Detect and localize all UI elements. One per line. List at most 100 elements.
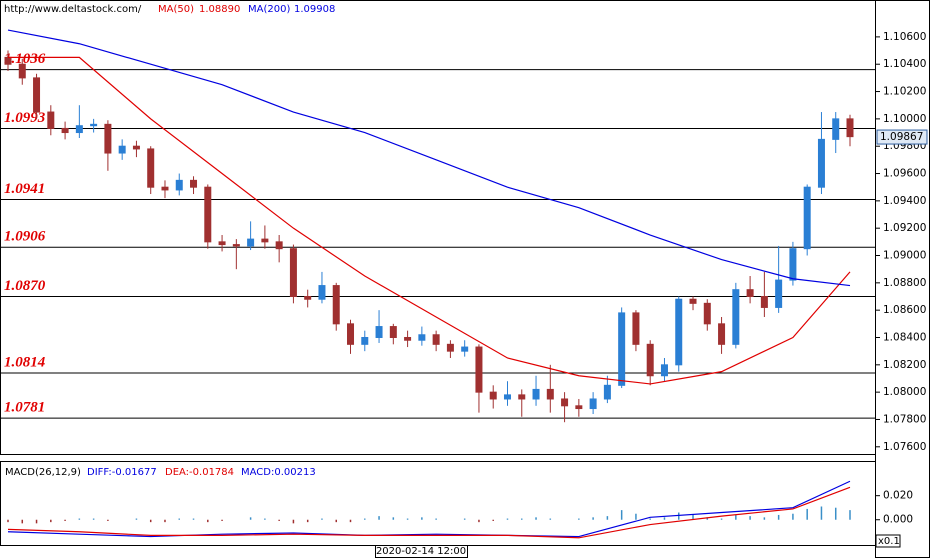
candle-body	[503, 394, 511, 400]
candle-body	[561, 398, 569, 407]
y-tick-label: 1.10000	[883, 113, 926, 125]
level-label: 1.1036	[4, 51, 46, 67]
candle-body	[132, 145, 140, 150]
candle-body	[47, 111, 55, 129]
candle-body	[718, 323, 726, 345]
y-tick-label: 1.09400	[883, 195, 926, 207]
candle-body	[304, 296, 312, 300]
candle-body	[289, 248, 297, 298]
candle-body	[646, 343, 654, 377]
macd-line	[7, 480, 851, 538]
candle-body	[4, 56, 12, 65]
macd-line	[7, 486, 851, 539]
level-label: 1.0870	[4, 278, 46, 294]
candle-body	[161, 186, 169, 191]
candle-body	[318, 285, 326, 300]
candle-body	[832, 118, 840, 140]
legend-dea: DEA:-0.01784	[165, 467, 234, 478]
level-label: 1.0781	[4, 400, 45, 416]
y-tick-label: 0.020	[883, 490, 913, 502]
source: http://www.deltastock.com/	[4, 4, 142, 15]
y-tick-label: 1.08400	[883, 331, 926, 343]
candle-body	[261, 238, 269, 243]
ma-line	[8, 56, 851, 385]
candle-body	[703, 302, 711, 325]
y-tick-label: 1.09000	[883, 250, 926, 262]
legend-ma50: MA(50)	[158, 4, 194, 15]
candle-body	[275, 241, 283, 250]
y-tick-label: 1.08600	[883, 304, 926, 316]
level-label: 1.0906	[4, 229, 46, 245]
candle-body	[190, 179, 198, 188]
candle-body	[247, 238, 255, 247]
candle-body	[361, 336, 369, 345]
candle-body	[803, 186, 811, 250]
candle-body	[104, 123, 112, 154]
candle-body	[746, 289, 754, 298]
candle-body	[760, 296, 768, 308]
current-price-label: 1.09867	[880, 131, 923, 143]
candle-body	[332, 285, 340, 325]
candle-body	[432, 334, 440, 345]
y-tick-label: 1.07800	[883, 413, 926, 425]
y-tick-label: 1.07600	[883, 441, 926, 453]
candle-body	[789, 248, 797, 281]
y-tick-label: 1.08800	[883, 277, 926, 289]
candle-body	[489, 391, 497, 400]
legend-macd: MACD:0.00213	[241, 467, 316, 478]
candle-body	[518, 394, 526, 400]
candle-body	[603, 384, 611, 400]
y-tick-label: 1.10200	[883, 86, 926, 98]
candle-body	[389, 326, 397, 338]
candle-body	[817, 138, 825, 188]
candle-body	[846, 118, 854, 138]
legend-diff: DIFF:-0.01677	[87, 467, 157, 478]
candle-body	[660, 364, 668, 377]
y-tick-label: 1.10600	[883, 31, 926, 43]
candle-body	[204, 186, 212, 243]
y-tick-label: 1.08200	[883, 359, 926, 371]
scale-label: x0.1	[878, 536, 900, 547]
candle-body	[589, 398, 597, 410]
legend-ma50-value: 1.08890	[199, 4, 240, 15]
candle-body	[632, 312, 640, 345]
candle-body	[775, 279, 783, 308]
legend-ma200-value: 1.09908	[294, 4, 335, 15]
y-tick-label: 1.08000	[883, 386, 926, 398]
candle-body	[675, 298, 683, 366]
candle-body	[347, 323, 355, 345]
price-pane	[0, 0, 876, 455]
candle-body	[375, 326, 383, 338]
legend-ma200: MA(200)	[248, 4, 290, 15]
candle-body	[118, 145, 126, 154]
level-label: 1.0993	[4, 110, 46, 126]
macd-title: MACD(26,12,9)	[5, 467, 81, 478]
candle-body	[546, 388, 554, 400]
candle-body	[175, 179, 183, 191]
y-tick-label: 1.09200	[883, 222, 926, 234]
candle-body	[418, 334, 426, 341]
candle-body	[90, 123, 98, 127]
y-tick-label: 0.000	[883, 514, 913, 526]
candle-body	[147, 148, 155, 188]
current-price-box	[876, 129, 928, 145]
y-tick-label: 1.10400	[883, 58, 926, 70]
level-label: 1.0814	[4, 354, 46, 370]
candle-body	[446, 343, 454, 352]
candle-body	[575, 405, 583, 410]
candle-body	[732, 289, 740, 345]
macd-pane	[0, 461, 876, 546]
candle-body	[475, 346, 483, 393]
candle-body	[232, 244, 240, 247]
level-label: 1.0941	[4, 181, 45, 197]
candle-body	[404, 336, 412, 341]
scale-box	[875, 534, 901, 548]
candle-body	[532, 388, 540, 400]
ma-line	[7, 29, 851, 287]
candle-body	[218, 241, 226, 246]
date-label: 2020-02-14 12:00	[376, 546, 466, 557]
candle-body	[75, 125, 83, 134]
price-axis	[875, 0, 930, 558]
candle-body	[61, 127, 69, 134]
